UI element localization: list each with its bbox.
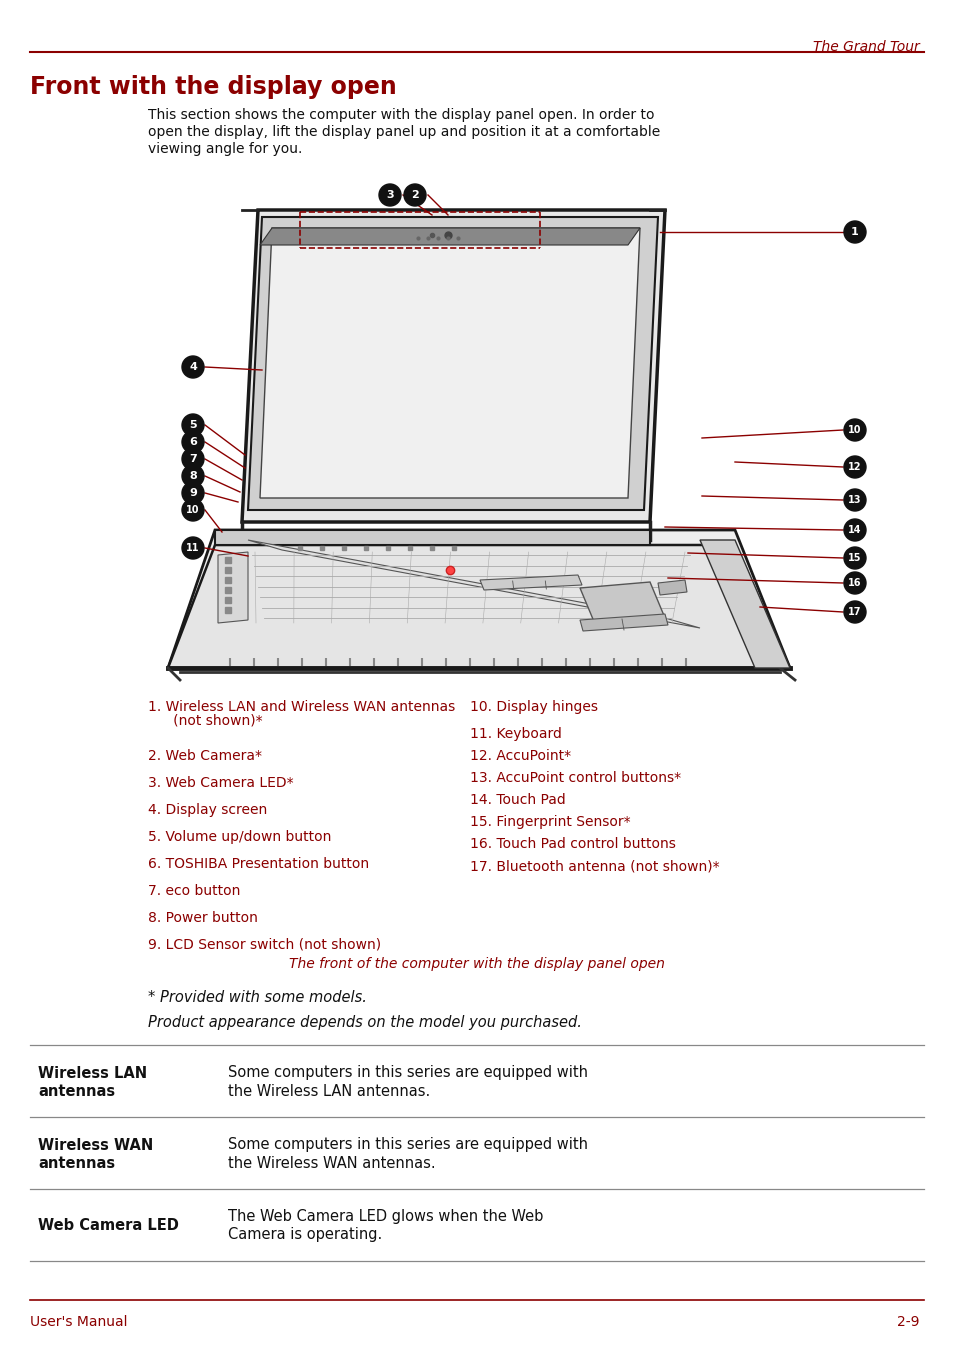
Circle shape — [843, 220, 865, 243]
Circle shape — [182, 414, 204, 435]
Text: Product appearance depends on the model you purchased.: Product appearance depends on the model … — [148, 1015, 581, 1030]
Text: 8: 8 — [189, 470, 196, 481]
Text: 14: 14 — [847, 525, 861, 535]
Text: antennas: antennas — [38, 1156, 115, 1171]
Polygon shape — [658, 580, 686, 595]
Text: 2-9: 2-9 — [897, 1315, 919, 1329]
Text: 4: 4 — [189, 362, 196, 372]
Text: 14. Touch Pad: 14. Touch Pad — [470, 794, 565, 807]
Text: 16. Touch Pad control buttons: 16. Touch Pad control buttons — [470, 837, 675, 850]
Circle shape — [843, 548, 865, 569]
Circle shape — [182, 448, 204, 470]
Text: 2: 2 — [411, 191, 418, 200]
Text: 10: 10 — [847, 425, 861, 435]
Text: 16: 16 — [847, 579, 861, 588]
Text: 15. Fingerprint Sensor*: 15. Fingerprint Sensor* — [470, 815, 630, 829]
Text: 1: 1 — [850, 227, 858, 237]
Circle shape — [843, 572, 865, 594]
Text: Wireless LAN: Wireless LAN — [38, 1065, 147, 1080]
Text: 6. TOSHIBA Presentation button: 6. TOSHIBA Presentation button — [148, 857, 369, 871]
Polygon shape — [700, 539, 789, 668]
Text: 5. Volume up/down button: 5. Volume up/down button — [148, 830, 331, 844]
Text: User's Manual: User's Manual — [30, 1315, 128, 1329]
Polygon shape — [260, 228, 639, 245]
Text: 11. Keyboard: 11. Keyboard — [470, 727, 561, 741]
Text: 13: 13 — [847, 495, 861, 506]
Text: 5: 5 — [189, 420, 196, 430]
Text: (not shown)*: (not shown)* — [160, 714, 262, 727]
Text: viewing angle for you.: viewing angle for you. — [148, 142, 302, 155]
Circle shape — [182, 483, 204, 504]
Polygon shape — [168, 545, 789, 668]
Text: the Wireless WAN antennas.: the Wireless WAN antennas. — [228, 1156, 436, 1171]
Text: 13. AccuPoint control buttons*: 13. AccuPoint control buttons* — [470, 771, 680, 786]
Polygon shape — [218, 552, 248, 623]
Text: 6: 6 — [189, 437, 196, 448]
Text: The front of the computer with the display panel open: The front of the computer with the displ… — [289, 957, 664, 971]
Circle shape — [182, 465, 204, 487]
Circle shape — [378, 184, 400, 206]
Circle shape — [843, 456, 865, 479]
Text: antennas: antennas — [38, 1083, 115, 1098]
Text: 15: 15 — [847, 553, 861, 562]
Text: 12: 12 — [847, 462, 861, 472]
Circle shape — [843, 602, 865, 623]
Circle shape — [843, 419, 865, 441]
Text: 12. AccuPoint*: 12. AccuPoint* — [470, 749, 571, 763]
Text: 1. Wireless LAN and Wireless WAN antennas: 1. Wireless LAN and Wireless WAN antenna… — [148, 700, 455, 714]
Text: 4. Display screen: 4. Display screen — [148, 803, 267, 817]
Text: 10: 10 — [186, 506, 199, 515]
Text: open the display, lift the display panel up and position it at a comfortable: open the display, lift the display panel… — [148, 124, 659, 139]
Text: The Grand Tour: The Grand Tour — [812, 41, 919, 54]
Text: 9: 9 — [189, 488, 196, 498]
Text: 3: 3 — [386, 191, 394, 200]
Text: 7: 7 — [189, 454, 196, 464]
Polygon shape — [168, 530, 789, 668]
Polygon shape — [248, 539, 700, 627]
Text: Camera is operating.: Camera is operating. — [228, 1228, 382, 1242]
Circle shape — [843, 489, 865, 511]
Circle shape — [182, 499, 204, 521]
Text: 7. eco button: 7. eco button — [148, 884, 240, 898]
Text: 8. Power button: 8. Power button — [148, 911, 257, 925]
Circle shape — [182, 537, 204, 558]
Polygon shape — [260, 228, 639, 498]
Circle shape — [403, 184, 426, 206]
Text: the Wireless LAN antennas.: the Wireless LAN antennas. — [228, 1083, 430, 1098]
Text: 11: 11 — [186, 544, 199, 553]
Text: The Web Camera LED glows when the Web: The Web Camera LED glows when the Web — [228, 1210, 543, 1225]
Text: Wireless WAN: Wireless WAN — [38, 1137, 153, 1152]
Text: 9. LCD Sensor switch (not shown): 9. LCD Sensor switch (not shown) — [148, 938, 381, 952]
Polygon shape — [579, 581, 664, 625]
Text: Some computers in this series are equipped with: Some computers in this series are equipp… — [228, 1137, 587, 1152]
Text: Some computers in this series are equipped with: Some computers in this series are equipp… — [228, 1065, 587, 1080]
Text: 2. Web Camera*: 2. Web Camera* — [148, 749, 262, 763]
Circle shape — [182, 431, 204, 453]
Text: Web Camera LED: Web Camera LED — [38, 1218, 179, 1233]
Polygon shape — [214, 530, 649, 545]
Circle shape — [843, 519, 865, 541]
Circle shape — [182, 356, 204, 379]
Text: This section shows the computer with the display panel open. In order to: This section shows the computer with the… — [148, 108, 654, 122]
Polygon shape — [479, 575, 581, 589]
Polygon shape — [248, 218, 658, 510]
Text: 10. Display hinges: 10. Display hinges — [470, 700, 598, 714]
Text: 17. Bluetooth antenna (not shown)*: 17. Bluetooth antenna (not shown)* — [470, 859, 719, 873]
Text: Front with the display open: Front with the display open — [30, 74, 396, 99]
Polygon shape — [242, 210, 664, 522]
Text: * Provided with some models.: * Provided with some models. — [148, 990, 367, 1005]
Polygon shape — [579, 614, 667, 631]
Text: 3. Web Camera LED*: 3. Web Camera LED* — [148, 776, 294, 790]
Text: 17: 17 — [847, 607, 861, 617]
